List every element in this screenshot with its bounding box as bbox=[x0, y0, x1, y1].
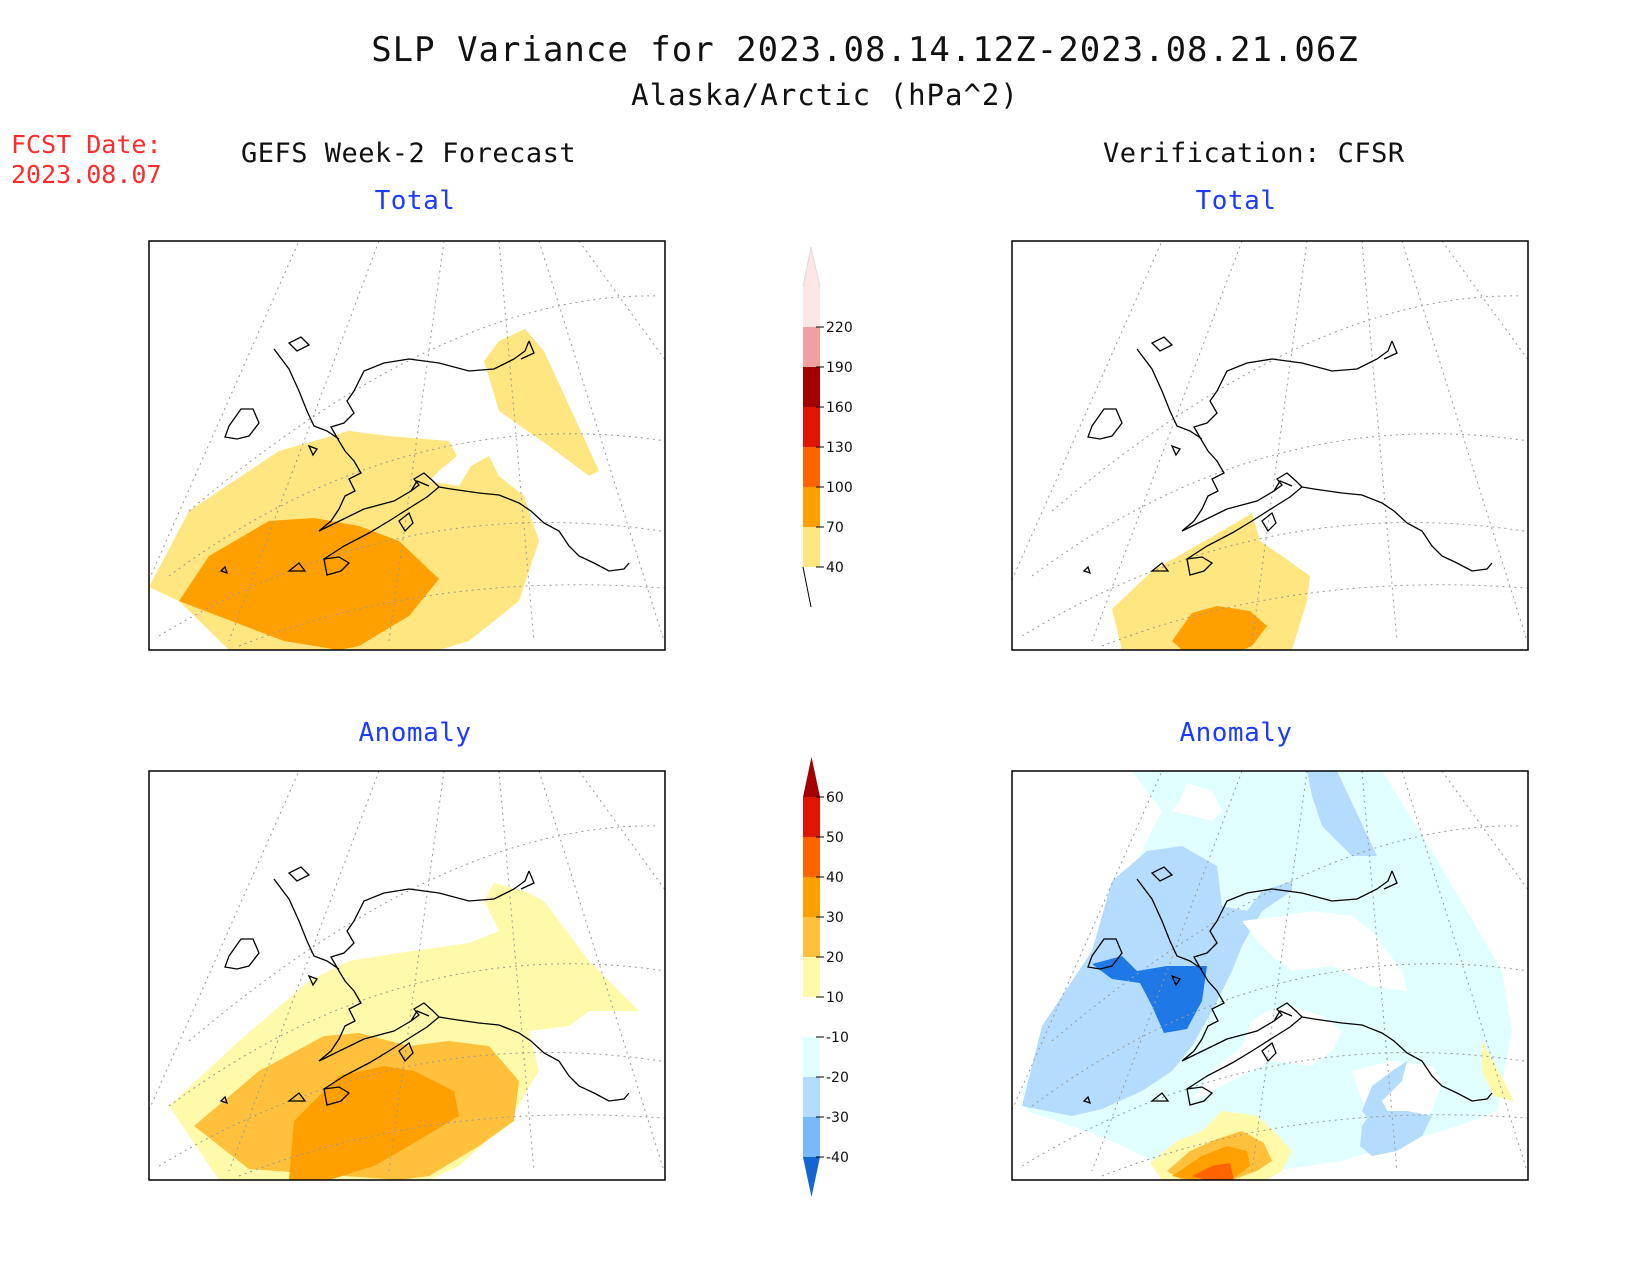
verif-total-title: Total bbox=[1195, 186, 1277, 216]
contour-fill-10-20 bbox=[1482, 1041, 1514, 1101]
colorbar-swatch bbox=[803, 1037, 820, 1077]
colorbar-tick-label: 60 bbox=[826, 790, 844, 806]
colorbar-swatch bbox=[803, 877, 820, 917]
colorbar-tick-label: 30 bbox=[826, 910, 844, 926]
colorbar-tick-label: 40 bbox=[826, 870, 844, 886]
colorbar-arrow bbox=[802, 246, 821, 288]
colorbar-swatch bbox=[803, 1077, 820, 1117]
colorbar-swatch bbox=[803, 527, 820, 567]
fcst-date-value: 2023.08.07 bbox=[11, 160, 162, 189]
colorbar-tick-label: -30 bbox=[826, 1110, 849, 1126]
verif-anomaly-map bbox=[1011, 770, 1529, 1181]
colorbar-swatch bbox=[803, 407, 820, 447]
colorbar-swatch bbox=[803, 447, 820, 487]
contour-fill-40-70 bbox=[1112, 513, 1310, 650]
contour-fill-40-70 bbox=[484, 329, 599, 476]
chart-title: SLP Variance for 2023.08.14.12Z-2023.08.… bbox=[371, 30, 1359, 70]
anomaly-colorbar: -40 -30 -20 -10 10 20 30 40 50 60 bbox=[803, 757, 849, 1197]
contour-fill-70-100 bbox=[1172, 606, 1267, 650]
fcst-anomaly-map bbox=[148, 770, 666, 1181]
colorbar-swatch bbox=[803, 837, 820, 877]
colorbar-swatch bbox=[803, 997, 820, 1037]
contour-fill-neg30-neg20 bbox=[1360, 1111, 1432, 1156]
right-column-heading: Verification: CFSR bbox=[1103, 138, 1405, 169]
colorbar-tick-label: -40 bbox=[826, 1150, 849, 1166]
fcst-anomaly-title: Anomaly bbox=[358, 718, 472, 748]
colorbar-tick-label: 190 bbox=[826, 360, 853, 376]
total-colorbar: 40 70 100 130 160 190 220 bbox=[802, 246, 853, 608]
colorbar-tick-label: 20 bbox=[826, 950, 844, 966]
contour-fill-neg30-neg20 bbox=[1362, 1061, 1407, 1121]
colorbar-swatch bbox=[803, 917, 820, 957]
chart-subtitle: Alaska/Arctic (hPa^2) bbox=[631, 78, 1019, 112]
fcst-date-label: FCST Date: bbox=[11, 130, 162, 159]
contour-fill-40-50 bbox=[1192, 1163, 1234, 1180]
colorbar-swatch bbox=[803, 797, 820, 837]
fcst-total-map bbox=[148, 240, 666, 651]
colorbar-tick-label: 160 bbox=[826, 400, 853, 416]
colorbar-arrow bbox=[803, 757, 820, 797]
colorbar-swatch bbox=[803, 487, 820, 527]
colorbar-tick-label: -10 bbox=[826, 1030, 849, 1046]
colorbar-swatch bbox=[803, 367, 820, 407]
colorbar-tick-label: 40 bbox=[826, 560, 844, 576]
colorbar-swatch bbox=[803, 957, 820, 997]
colorbar-tick-label: -20 bbox=[826, 1070, 849, 1086]
colorbar-arrow bbox=[803, 1157, 820, 1197]
contour-fill-neutral bbox=[1192, 1006, 1342, 1101]
colorbar-tick-label: 220 bbox=[826, 320, 853, 336]
contour-fill-neg30-neg20 bbox=[1307, 771, 1377, 856]
colorbar-swatch bbox=[803, 1117, 820, 1157]
fcst-total-title: Total bbox=[374, 186, 456, 216]
colorbar-tick-label: 100 bbox=[826, 480, 853, 496]
colorbar-swatch bbox=[803, 327, 820, 367]
contour-fill-neutral bbox=[1242, 911, 1407, 991]
contour-fill-neutral bbox=[1172, 783, 1222, 821]
colorbar-swatch bbox=[803, 287, 820, 327]
colorbar-tick-label: 70 bbox=[826, 520, 844, 536]
verif-total-map bbox=[1011, 240, 1529, 651]
verif-anomaly-title: Anomaly bbox=[1179, 718, 1293, 748]
colorbar-tick-label: 130 bbox=[826, 440, 853, 456]
contour-fill-70-100 bbox=[179, 518, 439, 650]
colorbar-tick-label: 10 bbox=[826, 990, 844, 1006]
left-column-heading: GEFS Week-2 Forecast bbox=[241, 138, 577, 169]
contour-fill-30-40 bbox=[289, 1066, 459, 1180]
colorbar-tick-label: 50 bbox=[826, 830, 844, 846]
contour-fill-neg40-neg30 bbox=[1092, 956, 1207, 1033]
colorbar-arrow bbox=[802, 566, 812, 608]
